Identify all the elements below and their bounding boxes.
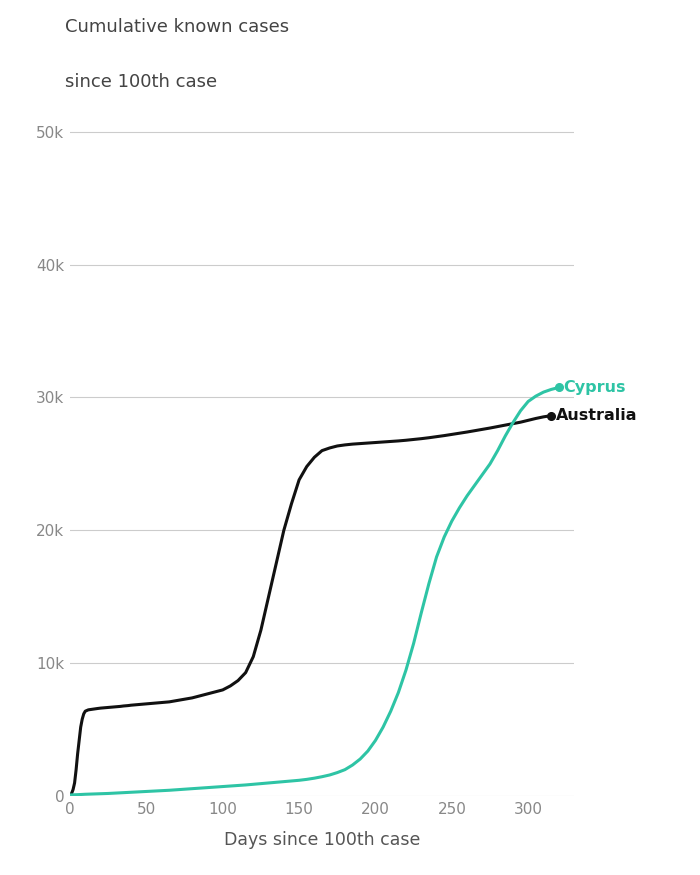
X-axis label: Days since 100th case: Days since 100th case: [224, 830, 420, 849]
Text: Cyprus: Cyprus: [564, 380, 626, 395]
Text: Australia: Australia: [556, 408, 637, 423]
Text: since 100th case: since 100th case: [65, 74, 217, 91]
Text: Cumulative known cases: Cumulative known cases: [65, 18, 289, 36]
